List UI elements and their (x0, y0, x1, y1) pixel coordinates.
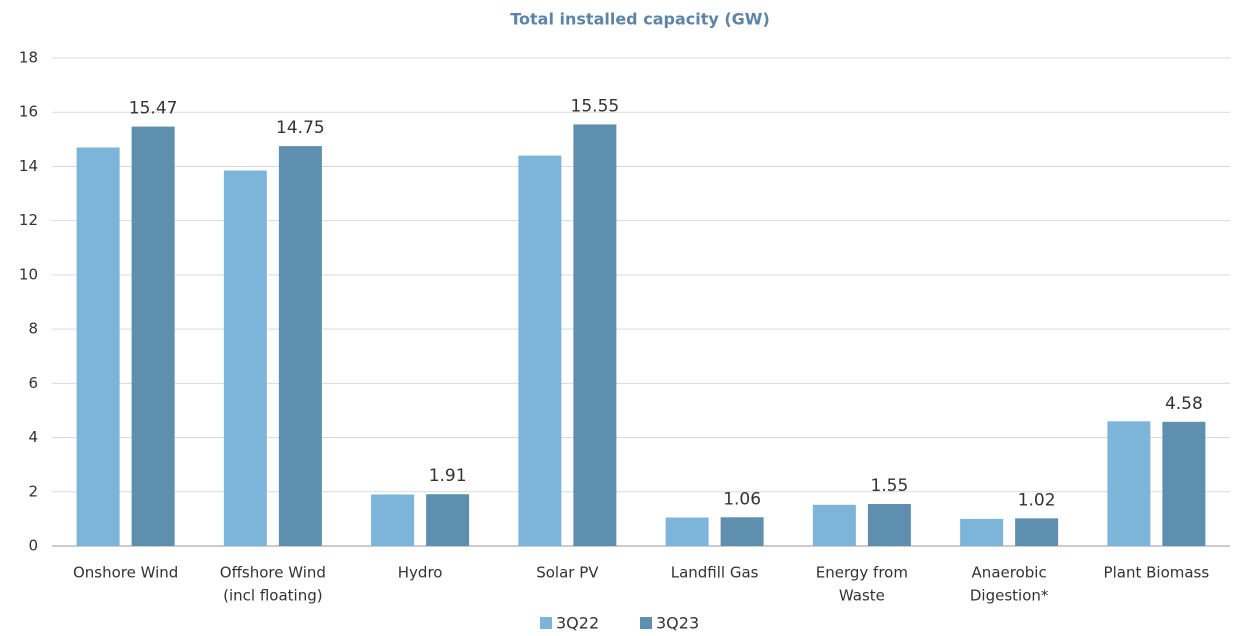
y-tick-label: 10 (19, 265, 38, 283)
bar (1162, 421, 1206, 546)
data-label: 1.06 (723, 489, 761, 509)
x-tick-label: Onshore Wind (73, 564, 178, 582)
y-tick-label: 8 (28, 320, 38, 338)
y-tick-label: 0 (28, 537, 38, 555)
x-tick-label: Solar PV (536, 564, 599, 582)
x-tick-label: Waste (839, 587, 885, 605)
x-tick-label: Offshore Wind (220, 564, 326, 582)
x-tick-label: Landfill Gas (671, 564, 759, 582)
bar (278, 146, 322, 546)
bar (720, 517, 764, 546)
legend-label: 3Q22 (556, 614, 599, 633)
x-tick-label: Plant Biomass (1104, 564, 1210, 582)
x-tick-label: Hydro (398, 564, 443, 582)
y-tick-label: 12 (19, 211, 38, 229)
x-tick-label: Digestion* (970, 587, 1049, 605)
y-tick-label: 2 (28, 482, 38, 500)
data-label: 1.91 (429, 466, 467, 486)
x-tick-label: Anaerobic (972, 564, 1047, 582)
legend-swatch (640, 617, 652, 629)
bar (518, 155, 562, 546)
data-label: 15.47 (129, 99, 178, 119)
data-label: 14.75 (276, 118, 325, 138)
bar (371, 494, 415, 546)
bar (223, 170, 267, 546)
y-tick-label: 14 (19, 157, 38, 175)
data-label: 4.58 (1165, 394, 1203, 414)
y-tick-label: 4 (28, 428, 38, 446)
x-tick-label: (incl floating) (223, 587, 322, 605)
y-tick-label: 6 (28, 374, 38, 392)
bar (665, 517, 709, 546)
bar (131, 126, 175, 546)
data-label: 1.55 (870, 476, 908, 496)
bar (812, 504, 856, 546)
x-tick-label: Energy from (816, 564, 908, 582)
bar (426, 494, 470, 546)
bar (960, 518, 1004, 546)
legend-swatch (540, 617, 552, 629)
bar (867, 503, 911, 546)
bar (76, 147, 120, 546)
legend-label: 3Q23 (656, 614, 699, 633)
y-tick-label: 18 (19, 49, 38, 67)
chart-title: Total installed capacity (GW) (510, 10, 770, 29)
y-tick-label: 16 (19, 103, 38, 121)
data-label: 15.55 (571, 96, 620, 116)
bar (1107, 421, 1151, 546)
bar (1015, 518, 1059, 546)
data-label: 1.02 (1018, 490, 1056, 510)
bar (573, 124, 617, 546)
